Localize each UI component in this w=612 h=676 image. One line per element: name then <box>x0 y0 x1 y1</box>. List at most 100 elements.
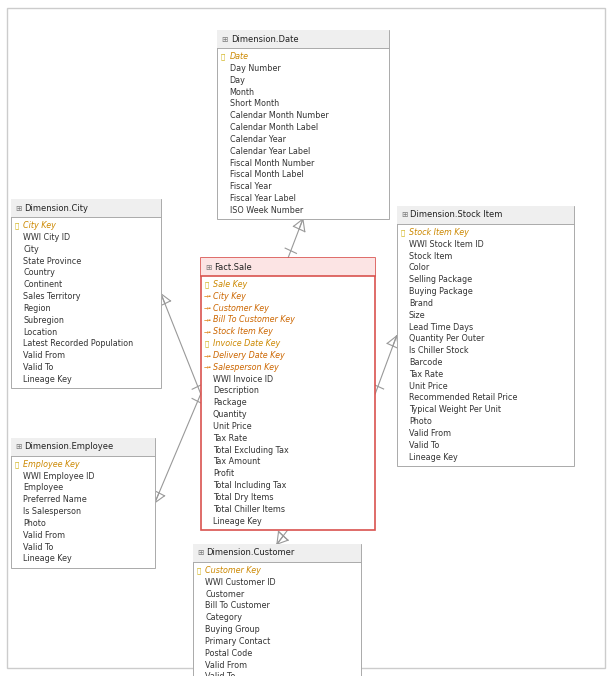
Text: Short Month: Short Month <box>230 99 278 108</box>
Text: Total Excluding Tax: Total Excluding Tax <box>213 445 289 454</box>
Text: Unit Price: Unit Price <box>409 382 447 391</box>
Text: →•: →• <box>203 318 212 322</box>
Text: Fact.Sale: Fact.Sale <box>214 262 252 272</box>
Text: ⊞: ⊞ <box>15 203 21 213</box>
Text: Fiscal Month Number: Fiscal Month Number <box>230 159 314 168</box>
Text: ⊞: ⊞ <box>401 210 407 220</box>
Text: Brand: Brand <box>409 299 433 308</box>
Text: Latest Recorded Population: Latest Recorded Population <box>23 339 133 348</box>
Text: Fiscal Month Label: Fiscal Month Label <box>230 170 304 179</box>
Text: Quantity Per Outer: Quantity Per Outer <box>409 335 484 343</box>
Text: Calendar Month Number: Calendar Month Number <box>230 112 328 120</box>
Text: City Key: City Key <box>23 221 56 230</box>
Text: Total Chiller Items: Total Chiller Items <box>213 505 285 514</box>
Text: Fiscal Year: Fiscal Year <box>230 183 271 191</box>
Text: Typical Weight Per Unit: Typical Weight Per Unit <box>409 406 501 414</box>
Text: Calendar Year: Calendar Year <box>230 135 286 144</box>
Text: Postal Code: Postal Code <box>205 649 252 658</box>
Text: Stock Item Key: Stock Item Key <box>213 327 273 336</box>
Bar <box>11 438 155 568</box>
Text: Date: Date <box>230 52 248 61</box>
Text: Valid From: Valid From <box>23 531 65 539</box>
Text: ⚿: ⚿ <box>204 281 209 288</box>
Text: Photo: Photo <box>23 519 46 528</box>
Text: Dimension.Stock Item: Dimension.Stock Item <box>410 210 502 220</box>
Text: ⊞: ⊞ <box>222 34 228 44</box>
Text: ⊞: ⊞ <box>197 548 203 558</box>
Text: Photo: Photo <box>409 417 431 426</box>
Text: Barcode: Barcode <box>409 358 442 367</box>
Text: Dimension.City: Dimension.City <box>24 203 89 213</box>
Text: Customer: Customer <box>205 589 244 598</box>
Text: Stock Item Key: Stock Item Key <box>409 228 469 237</box>
Text: Sale Key: Sale Key <box>213 280 247 289</box>
Text: Quantity: Quantity <box>213 410 248 419</box>
Text: Employee Key: Employee Key <box>23 460 80 468</box>
Text: WWI Invoice ID: WWI Invoice ID <box>213 375 273 383</box>
Text: Dimension.Customer: Dimension.Customer <box>206 548 294 558</box>
Text: Buying Package: Buying Package <box>409 287 472 296</box>
Text: Lineage Key: Lineage Key <box>409 453 458 462</box>
Text: →•: →• <box>203 306 212 310</box>
Text: Bill To Customer: Bill To Customer <box>205 602 270 610</box>
Text: Delivery Date Key: Delivery Date Key <box>213 351 285 360</box>
Text: Lineage Key: Lineage Key <box>23 554 72 563</box>
Text: Subregion: Subregion <box>23 316 64 324</box>
Text: ⚿: ⚿ <box>400 229 405 236</box>
Text: WWI Stock Item ID: WWI Stock Item ID <box>409 240 483 249</box>
Text: Tax Amount: Tax Amount <box>213 458 260 466</box>
Text: Location: Location <box>23 328 58 337</box>
Text: →•: →• <box>203 365 212 370</box>
Text: Customer Key: Customer Key <box>205 566 261 575</box>
Text: Valid To: Valid To <box>23 363 54 372</box>
Text: WWI City ID: WWI City ID <box>23 233 70 242</box>
Text: Primary Contact: Primary Contact <box>205 637 271 646</box>
Text: Day Number: Day Number <box>230 64 280 73</box>
Bar <box>201 258 375 276</box>
Text: Buying Group: Buying Group <box>205 625 259 634</box>
Text: Category: Category <box>205 613 242 622</box>
Text: State Province: State Province <box>23 257 81 266</box>
Text: →•: →• <box>203 294 212 299</box>
Text: ⊞: ⊞ <box>15 442 21 452</box>
Bar <box>217 30 389 48</box>
Text: Valid To: Valid To <box>409 441 439 450</box>
Text: ⚿: ⚿ <box>204 340 209 347</box>
Text: WWI Employee ID: WWI Employee ID <box>23 472 95 481</box>
Text: Profit: Profit <box>213 469 234 478</box>
Text: →•: →• <box>203 329 212 334</box>
Text: Color: Color <box>409 264 430 272</box>
Text: Country: Country <box>23 268 55 277</box>
Bar <box>397 206 574 466</box>
Text: City Key: City Key <box>213 292 246 301</box>
Bar <box>11 199 161 217</box>
Bar <box>193 544 361 676</box>
Bar <box>217 30 389 219</box>
Text: Month: Month <box>230 88 255 97</box>
Text: Unit Price: Unit Price <box>213 422 252 431</box>
Text: Dimension.Date: Dimension.Date <box>231 34 298 44</box>
Text: Dimension.Employee: Dimension.Employee <box>24 442 114 452</box>
Text: Package: Package <box>213 398 247 407</box>
Text: Lead Time Days: Lead Time Days <box>409 322 473 331</box>
Text: Tax Rate: Tax Rate <box>409 370 443 379</box>
Text: Recommended Retail Price: Recommended Retail Price <box>409 393 517 402</box>
Text: Valid From: Valid From <box>23 352 65 360</box>
Text: ⚿: ⚿ <box>15 222 19 229</box>
Text: Valid To: Valid To <box>205 673 236 676</box>
Text: Description: Description <box>213 387 259 395</box>
Text: ⚿: ⚿ <box>15 461 19 468</box>
Bar <box>397 206 574 224</box>
Text: Region: Region <box>23 304 51 313</box>
Text: Valid From: Valid From <box>409 429 451 438</box>
Text: Lineage Key: Lineage Key <box>213 516 262 525</box>
Text: Is Chiller Stock: Is Chiller Stock <box>409 346 468 355</box>
Text: Day: Day <box>230 76 245 84</box>
Text: WWI Customer ID: WWI Customer ID <box>205 578 275 587</box>
Text: Tax Rate: Tax Rate <box>213 434 247 443</box>
Text: Calendar Month Label: Calendar Month Label <box>230 123 318 132</box>
Text: Salesperson Key: Salesperson Key <box>213 363 278 372</box>
Text: →•: →• <box>203 353 212 358</box>
Text: Continent: Continent <box>23 281 62 289</box>
Bar <box>201 258 375 530</box>
